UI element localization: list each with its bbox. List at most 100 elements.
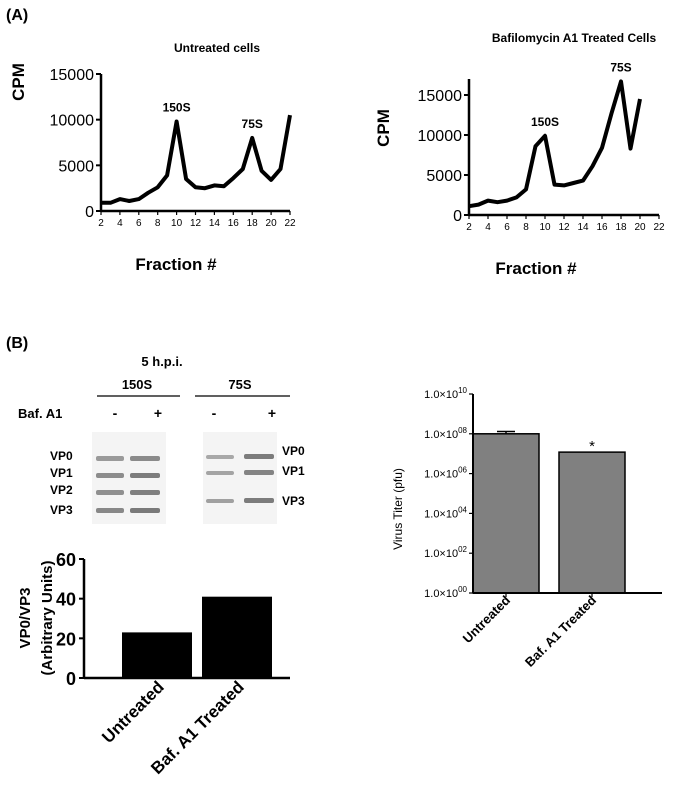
bar	[472, 433, 540, 594]
band-vp1	[244, 470, 274, 475]
y-tick-label: 10000	[50, 113, 95, 130]
x-tick-label: 10	[171, 218, 183, 229]
band-vp0	[96, 456, 124, 461]
virus-titer-axes	[472, 394, 662, 594]
bafilomycin-series-line	[468, 79, 642, 209]
virus-titer-bars: *	[472, 430, 626, 594]
y-tick-label: 5000	[58, 158, 94, 175]
band-vp2	[96, 490, 124, 495]
x-tick-label: 12	[558, 222, 570, 233]
x-tick-label: 20	[266, 218, 278, 229]
category-label: Untreated	[98, 677, 168, 747]
gel-title: 5 h.p.i.	[141, 354, 182, 369]
vp-ratio-y-axis-label-line2: (Arbitrary Units)	[39, 560, 56, 675]
category-label: Untreated	[460, 592, 514, 646]
gel-treatment-label: Baf. A1	[18, 406, 62, 421]
vp-ratio-y-axis-label-line1: VP0/VP3	[17, 588, 34, 649]
virus-titer-bar-chart: Virus Titer (pfu) * 1.0×1000 1.0×1002 1.0×…	[391, 386, 662, 670]
peak-annotation: 150S	[163, 100, 191, 114]
panel-b-label: (B)	[6, 335, 28, 352]
bar	[558, 451, 626, 594]
untreated-y-axis-label: CPM	[9, 63, 28, 101]
x-tick-label: 14	[577, 222, 589, 233]
western-blot-gel: 5 h.p.i. 150S 75S Baf. A1 - + - +	[18, 354, 305, 524]
band-vp1	[206, 471, 234, 475]
gel-lane-sign: +	[268, 405, 276, 421]
x-tick-label: 22	[653, 222, 665, 233]
untreated-axes	[99, 74, 290, 213]
untreated-series-line	[101, 114, 292, 205]
y-tick-label: 60	[56, 550, 76, 570]
bafilomycin-line-chart: Bafilomycin A1 Treated Cells CPM Fractio…	[374, 31, 665, 278]
y-tick-label: 1.0×1004	[424, 505, 467, 520]
y-tick-label: 0	[85, 204, 94, 221]
band-vp0	[206, 455, 234, 459]
x-tick-label: 4	[117, 218, 123, 229]
bafilomycin-chart-title: Bafilomycin A1 Treated Cells	[492, 31, 657, 45]
x-tick-label: 16	[228, 218, 240, 229]
band-vp3	[206, 499, 234, 503]
gel-group-label-75s: 75S	[228, 377, 251, 392]
bafilomycin-y-axis-label: CPM	[374, 109, 393, 147]
y-tick-label: 5000	[426, 168, 462, 185]
y-tick-label: 1.0×1002	[424, 545, 467, 560]
untreated-chart-title: Untreated cells	[174, 41, 260, 55]
category-label: Baf. A1 Treated	[522, 592, 599, 669]
band-label-left: VP1	[50, 466, 73, 480]
untreated-annotations: 150S 75S	[163, 100, 263, 130]
x-tick-label: 10	[539, 222, 551, 233]
bafilomycin-annotations: 150S 75S	[531, 60, 632, 128]
band-label-left: VP2	[50, 483, 73, 497]
band-vp1	[96, 473, 124, 478]
vp-ratio-ticks: 0 20 40 60	[56, 550, 84, 689]
gel-group-label-150s: 150S	[122, 377, 153, 392]
bar	[122, 632, 192, 678]
y-tick-label: 15000	[50, 67, 95, 84]
peak-annotation: 150S	[531, 115, 559, 129]
x-tick-label: 18	[247, 218, 259, 229]
x-tick-label: 20	[634, 222, 646, 233]
significance-marker: *	[589, 438, 595, 455]
x-tick-label: 8	[523, 222, 529, 233]
bar	[202, 596, 272, 678]
peak-annotation: 75S	[610, 60, 631, 74]
y-tick-label: 1.0×1010	[424, 386, 467, 401]
gel-lane-sign: -	[113, 405, 118, 421]
gel-bands	[96, 454, 274, 513]
band-vp2	[130, 490, 160, 495]
band-vp3	[244, 498, 274, 503]
x-tick-label: 22	[284, 218, 296, 229]
x-tick-label: 8	[155, 218, 161, 229]
y-tick-label: 10000	[418, 128, 463, 145]
x-tick-label: 18	[615, 222, 627, 233]
y-tick-label: 1.0×1000	[424, 585, 467, 600]
band-vp3	[130, 508, 160, 513]
x-tick-label: 2	[98, 218, 104, 229]
y-tick-label: 40	[56, 590, 76, 610]
virus-titer-ticks: 1.0×1000 1.0×1002 1.0×1004 1.0×1006 1.0×1008…	[424, 386, 473, 600]
x-tick-label: 6	[504, 222, 510, 233]
band-vp3	[96, 508, 124, 513]
band-vp0	[130, 456, 160, 461]
peak-annotation: 75S	[242, 117, 263, 131]
band-label-left: VP3	[50, 503, 73, 517]
band-vp1	[130, 473, 160, 478]
vp-ratio-axes	[82, 559, 290, 680]
gel-image-75s	[203, 432, 277, 524]
x-tick-label: 16	[596, 222, 608, 233]
y-tick-label: 1.0×1008	[424, 426, 467, 441]
virus-titer-category-labels: Untreated Baf. A1 Treated	[460, 592, 600, 669]
untreated-ticks: 2 4 6 8 10 12 14 16 18 20 22 0 5000 10000 15000	[50, 67, 296, 229]
vp0-vp3-bar-chart: VP0/VP3 (Arbitrary Units) 0 20 40 60 Untrea…	[17, 550, 290, 778]
x-tick-label: 6	[136, 218, 142, 229]
virus-titer-y-axis-label: Virus Titer (pfu)	[391, 468, 405, 550]
band-label-right: VP3	[282, 494, 305, 508]
y-tick-label: 15000	[418, 88, 463, 105]
x-tick-label: 14	[209, 218, 221, 229]
band-label-right: VP0	[282, 444, 305, 458]
panel-a-label: (A)	[6, 7, 28, 24]
gel-lane-sign: +	[154, 405, 162, 421]
x-tick-label: 2	[466, 222, 472, 233]
